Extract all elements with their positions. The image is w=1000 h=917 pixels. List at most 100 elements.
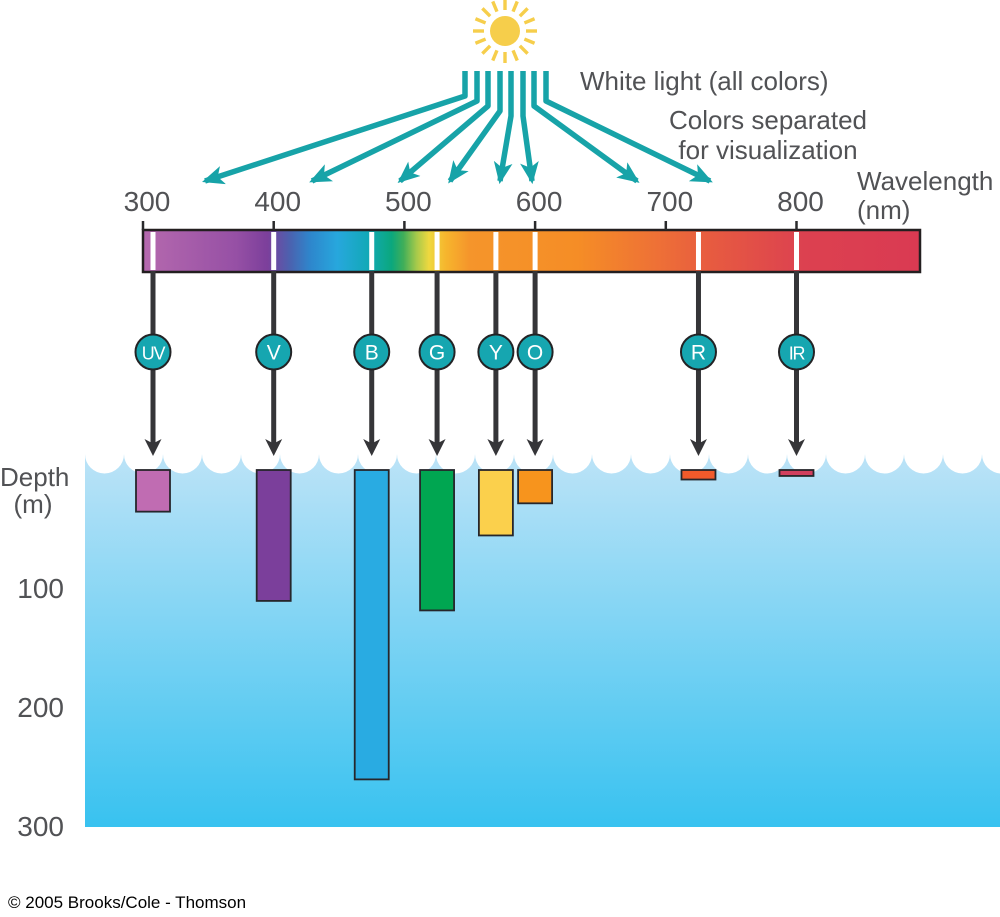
wavelength-tick-label-300: 300 [124,186,171,217]
sun-ray [518,7,529,18]
band-label-orange: O [527,342,543,365]
wavelength-axis-ticks: 300 400 500 600 700 800 [124,186,824,230]
bar-orange [517,469,553,505]
arrow-head-yellow [487,439,505,456]
water-body [85,454,1000,827]
wavelength-arrow-violet: V [255,271,293,456]
depth-tick-100: 100 [17,573,64,604]
wave-scallop [514,434,553,474]
bar-ultraviolet [135,469,171,513]
light-ray-green [447,71,503,184]
wave-scallop [787,434,826,474]
wavelength-axis-label: Wavelength (nm) [857,167,993,225]
depth-axis-label-line1: Depth [0,462,70,492]
spectrum-line-infrared [794,232,799,270]
white-light-label: White light (all colors) [580,66,829,96]
wavelength-arrow-green: G [418,271,456,456]
wave-scallop [319,434,358,474]
light-ray-orange [520,71,539,185]
band-circle-infrared [778,333,815,371]
arrow-head-red [689,439,707,456]
spectrum-gradient [143,230,920,272]
band-circle-blue [353,333,391,371]
wavelength-tick-label-600: 600 [516,186,563,217]
wave-scallop [943,434,982,474]
wave-scallop [124,434,163,474]
wave-scallop [982,434,1000,474]
depth-tick-200: 200 [17,692,64,723]
depth-axis-ticks: 100 200 300 [17,573,64,842]
wavelength-arrow-red: R [679,271,717,456]
wavelength-tick-label-700: 700 [646,186,693,217]
light-ray-red [531,71,640,184]
sun-ray [491,0,499,13]
water-surface-waves [85,434,1000,474]
arrow-head-infrared [788,439,805,456]
bar-blue [353,469,390,781]
wave-scallop [202,434,241,474]
sun-ray [474,17,487,25]
spectrum-line-violet [271,232,277,270]
wavelength-arrow-orange: O [516,271,554,456]
sun-ray [518,44,529,55]
wave-scallop [670,434,709,474]
wavelength-tick-label-800: 800 [777,186,824,217]
arrow-head-violet [265,439,283,456]
depth-tick-300: 300 [17,811,64,842]
band-label-yellow: Y [489,342,503,365]
bar-infrared [778,469,815,477]
wavelength-axis-label-line1: Wavelength [857,166,994,196]
band-circle-violet [255,333,293,371]
band-circle-orange [516,333,554,371]
band-circle-red [679,333,717,371]
sun-ray [481,7,492,18]
arrow-head-ultraviolet [144,439,162,456]
bar-red [680,469,717,481]
light-ray-blue [397,71,491,184]
water [85,454,1000,827]
wave-scallop [631,434,670,474]
arrow-head-green [428,439,446,456]
wave-scallop [748,434,787,474]
depth-axis-label-line2: (m) [13,489,53,519]
band-label-blue: B [365,342,379,365]
colors-separated-label: Colors separated for visualization [648,105,888,165]
spectrum-line-orange [532,232,538,270]
wave-scallop [904,434,943,474]
sun-ray [481,44,492,55]
band-label-green: G [429,342,445,365]
band-label-red: R [691,342,706,365]
spectrum-line-red [695,232,701,270]
arrow-head-orange [526,439,544,456]
arrow-head-blue [363,439,381,456]
sun-ray [491,49,499,62]
sun-ray [523,17,536,25]
sun-ray [523,37,536,45]
sun-disc [490,16,520,46]
wavelength-arrow-ultraviolet: UV [134,271,172,456]
spectrum-border [141,228,922,274]
sun-light-rays [202,71,713,185]
wave-scallop [709,434,748,474]
wavelength-arrow-blue: B [353,271,391,456]
spectrum-bar [141,228,922,274]
spectrum-line-green [434,232,440,270]
spectrum-line-blue [369,232,375,270]
band-circle-yellow [477,333,515,371]
band-label-ultraviolet: UV [142,344,166,364]
wave-scallop [553,434,592,474]
wave-scallop [280,434,319,474]
penetration-bars [135,469,815,781]
sun-ray [474,37,487,45]
light-ray-violet [309,71,480,184]
sun-ray [511,49,519,62]
band-circle-green [418,333,456,371]
wave-scallop [163,434,202,474]
wave-scallop [865,434,904,474]
light-ray-ultraviolet [202,71,468,185]
depth-axis-label: Depth (m) [0,462,70,519]
wave-scallop [358,434,397,474]
wavelength-tick-label-500: 500 [385,186,432,217]
